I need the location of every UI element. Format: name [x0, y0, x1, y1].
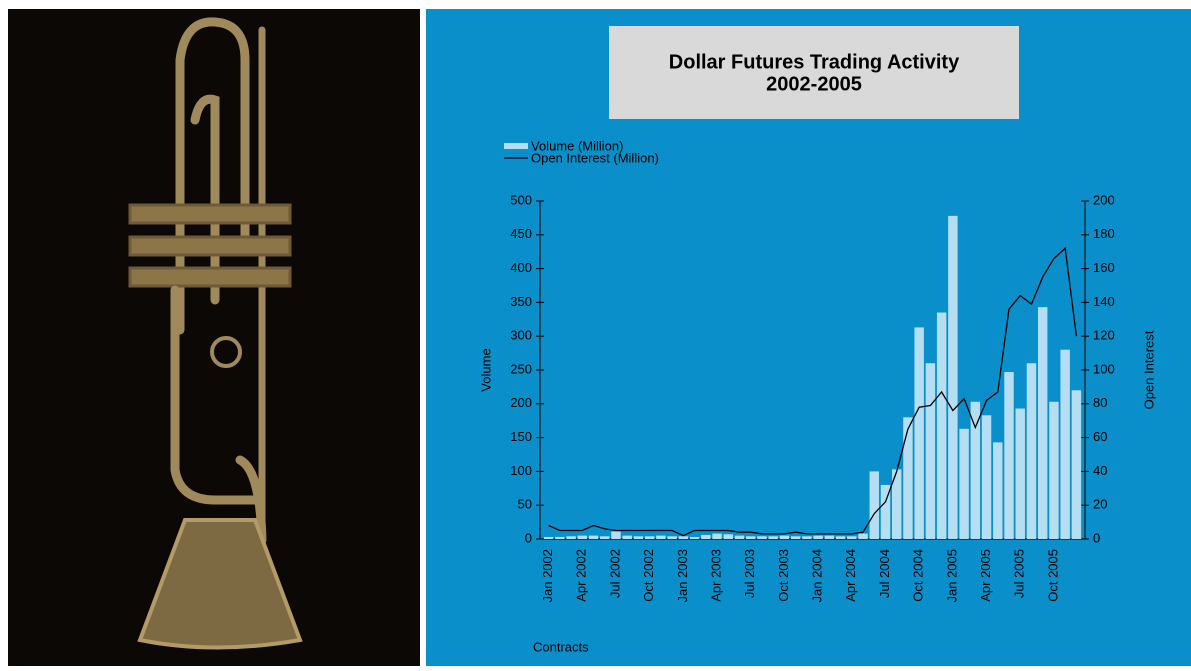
y-tick-label: 400	[510, 260, 532, 275]
bar	[959, 428, 969, 539]
x-tick-label: Oct 2004	[911, 549, 926, 602]
bar	[1049, 401, 1059, 539]
x-tick-label: Apr 2005	[978, 549, 993, 602]
bar	[1071, 390, 1082, 539]
bar	[656, 535, 666, 539]
bar	[577, 535, 588, 539]
bar	[1060, 349, 1070, 539]
x-tick-label: Jan 2002	[540, 549, 555, 603]
line	[548, 246, 1078, 537]
bar	[723, 534, 733, 539]
footnote: Contracts	[533, 639, 589, 654]
trumpet-illustration	[128, 17, 303, 650]
bar	[566, 536, 576, 539]
x-tick-label: Jul 2002	[607, 549, 622, 598]
y-tick-label: 150	[510, 429, 532, 444]
bar	[824, 535, 835, 539]
bar	[981, 415, 992, 539]
y-tick-label: 50	[518, 497, 532, 512]
y2-tick-label: 0	[1093, 530, 1100, 545]
bar	[1037, 307, 1048, 539]
bar	[970, 401, 981, 539]
bar	[768, 536, 778, 539]
y2-tick-label: 180	[1093, 226, 1115, 241]
bar	[847, 536, 857, 539]
y-axis-title: Volume	[478, 348, 493, 391]
bar	[667, 536, 677, 539]
y-tick-label: 500	[510, 192, 532, 207]
x-tick-label: Jan 2005	[944, 549, 959, 603]
bar	[835, 536, 846, 539]
bar	[701, 534, 711, 539]
bar	[600, 536, 610, 539]
y2-tick-label: 60	[1093, 429, 1107, 444]
bar	[914, 327, 924, 539]
bar	[588, 535, 599, 539]
y2-tick-label: 160	[1093, 260, 1115, 275]
bar	[1026, 363, 1037, 539]
bar	[802, 536, 812, 539]
y2-tick-label: 200	[1093, 192, 1115, 207]
bar	[689, 536, 700, 539]
y-tick-label: 250	[510, 361, 532, 376]
bar	[734, 535, 745, 539]
bar	[644, 536, 655, 539]
bar	[993, 442, 1003, 539]
chart-title: Dollar Futures Trading Activity	[669, 51, 960, 73]
x-tick-label: Apr 2003	[708, 549, 723, 602]
bar	[880, 484, 891, 539]
bar	[869, 471, 879, 539]
y-tick-label: 350	[510, 294, 532, 309]
legend-label: Volume (Million)	[531, 138, 623, 153]
y-tick-label: 100	[510, 463, 532, 478]
bar	[1004, 372, 1014, 539]
x-tick-label: Oct 2003	[776, 549, 791, 602]
y2-tick-label: 100	[1093, 361, 1115, 376]
bar	[712, 533, 722, 539]
y2-tick-label: 140	[1093, 294, 1115, 309]
y-tick-label: 300	[510, 328, 532, 343]
x-tick-label: Apr 2004	[843, 549, 858, 602]
title-box	[609, 26, 1019, 119]
bar	[925, 363, 936, 539]
bar	[555, 536, 565, 539]
bar	[892, 469, 902, 539]
legend-swatch	[504, 143, 528, 149]
bar	[790, 536, 801, 539]
y2-tick-label: 40	[1093, 463, 1107, 478]
bar	[746, 536, 756, 539]
bar	[936, 312, 947, 539]
x-tick-label: Apr 2002	[574, 549, 589, 602]
y-tick-label: 0	[525, 530, 532, 545]
x-tick-label: Jul 2004	[877, 549, 892, 598]
bar	[948, 215, 958, 539]
y2-tick-label: 120	[1093, 328, 1115, 343]
bar	[903, 417, 913, 539]
y2-tick-label: 20	[1093, 497, 1107, 512]
legend-label: Open Interest (Million)	[531, 150, 659, 165]
x-tick-label: Jan 2003	[675, 549, 690, 603]
x-tick-label: Oct 2002	[641, 549, 656, 602]
y-tick-label: 200	[510, 395, 532, 410]
x-tick-label: Jul 2003	[742, 549, 757, 598]
x-tick-label: Oct 2005	[1045, 549, 1060, 602]
bar	[813, 535, 823, 539]
bar	[1015, 408, 1025, 539]
bar	[622, 535, 632, 539]
y-tick-label: 450	[510, 226, 532, 241]
bar	[779, 535, 790, 539]
bar	[678, 536, 689, 539]
y2-axis-title: Open Interest	[1141, 330, 1156, 409]
x-tick-label: Jul 2005	[1012, 549, 1027, 598]
bar	[858, 533, 868, 539]
y2-tick-label: 80	[1093, 395, 1107, 410]
bar	[757, 536, 767, 539]
x-tick-label: Jan 2004	[810, 549, 825, 603]
bar	[633, 536, 644, 539]
chart-subtitle: 2002-2005	[766, 73, 862, 95]
bar	[543, 536, 554, 539]
bar	[611, 531, 621, 539]
